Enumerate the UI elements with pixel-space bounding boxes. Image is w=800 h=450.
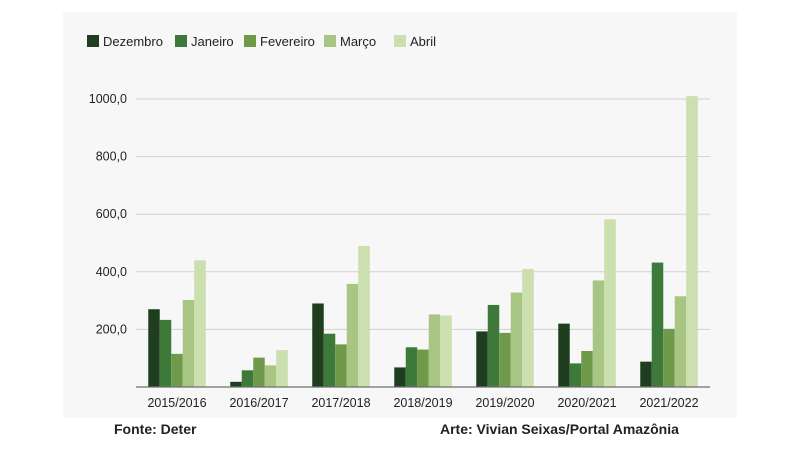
legend-item: Fevereiro [244, 34, 315, 49]
x-tick-label: 2021/2022 [639, 396, 698, 410]
bar [276, 350, 288, 387]
bar [663, 328, 675, 387]
bar [312, 303, 324, 387]
x-tick-label: 2018/2019 [393, 396, 452, 410]
bar [558, 323, 570, 387]
bar [148, 309, 160, 387]
legend-item: Dezembro [87, 34, 163, 49]
bar [592, 280, 605, 387]
legend-item: Março [324, 34, 376, 49]
legend-label: Abril [410, 34, 436, 49]
bar [487, 304, 500, 387]
y-tick-label: 800,0 [96, 150, 127, 164]
bar [440, 315, 452, 387]
bar-group [312, 245, 370, 387]
x-tick-label: 2015/2016 [147, 396, 206, 410]
bar [159, 319, 172, 387]
bar [253, 357, 265, 387]
legend-label: Dezembro [103, 34, 163, 49]
bar [686, 96, 698, 388]
bar-group [394, 314, 452, 387]
x-tick-label: 2019/2020 [475, 396, 534, 410]
bar [264, 365, 277, 387]
bar-group [640, 96, 698, 388]
bars [148, 96, 698, 388]
y-axis-tick-labels: 1000,0 800,0 600,0 400,0 200,0 [89, 92, 127, 336]
legend: Dezembro Janeiro Fevereiro Março Abril [87, 34, 436, 49]
bar [569, 363, 582, 387]
bar [358, 245, 370, 387]
bar [241, 370, 254, 387]
bar [510, 292, 523, 387]
bar [323, 333, 336, 387]
art-credit: Arte: Vivian Seixas/Portal Amazônia [440, 421, 679, 437]
bar-group [148, 260, 206, 387]
bar [405, 347, 418, 387]
bar [581, 351, 593, 387]
y-tick-label: 400,0 [96, 265, 127, 279]
bar-group [476, 268, 534, 387]
legend-label: Março [340, 34, 376, 49]
bar [428, 314, 441, 387]
chart-panel: Dezembro Janeiro Fevereiro Março Abril 1000,… [63, 12, 737, 418]
bar [335, 344, 347, 387]
bar [640, 361, 652, 387]
x-axis-tick-labels: 2015/2016 2016/2017 2017/2018 2018/2019 2019… [147, 396, 698, 410]
bar [194, 260, 206, 387]
legend-swatch [244, 35, 256, 47]
bar [346, 283, 359, 387]
bar-group [558, 219, 616, 387]
legend-item: Abril [394, 34, 436, 49]
bar [394, 367, 406, 387]
bar [182, 300, 195, 387]
y-tick-label: 600,0 [96, 207, 127, 221]
bar [230, 381, 242, 387]
source-credit: Fonte: Deter [114, 421, 197, 437]
legend-swatch [394, 35, 406, 47]
bar [604, 219, 616, 387]
legend-swatch [324, 35, 336, 47]
chart: Dezembro Janeiro Fevereiro Março Abril 1000,… [87, 34, 710, 410]
bar [476, 331, 488, 387]
bar [674, 296, 687, 387]
x-tick-label: 2020/2021 [557, 396, 616, 410]
legend-item: Janeiro [175, 34, 234, 49]
bar-group [230, 350, 288, 387]
x-tick-label: 2017/2018 [311, 396, 370, 410]
gridlines [136, 98, 710, 330]
bar [522, 268, 534, 387]
legend-label: Janeiro [191, 34, 234, 49]
bar [417, 349, 429, 387]
bar [499, 332, 511, 387]
legend-swatch [175, 35, 187, 47]
legend-label: Fevereiro [260, 34, 315, 49]
legend-swatch [87, 35, 99, 47]
y-tick-label: 1000,0 [89, 92, 127, 106]
y-tick-label: 200,0 [96, 322, 127, 336]
bar [651, 262, 664, 387]
x-tick-label: 2016/2017 [229, 396, 288, 410]
bar [171, 353, 183, 387]
